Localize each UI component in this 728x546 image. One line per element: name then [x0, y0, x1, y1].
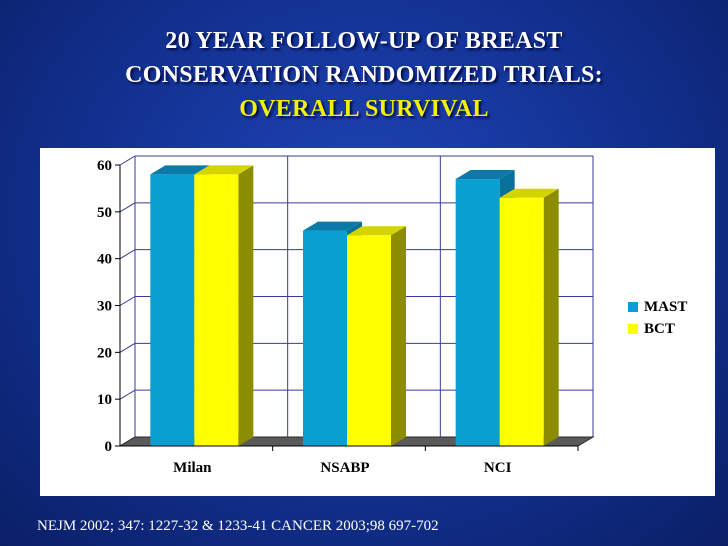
- legend-label-bct: BCT: [644, 320, 675, 337]
- gridline-side: [119, 202, 136, 213]
- legend-item-bct: BCT: [628, 318, 712, 340]
- chart-legend: MAST BCT: [628, 296, 712, 340]
- slide-title: 20 YEAR FOLLOW-UP OF BREAST CONSERVATION…: [40, 24, 688, 126]
- gridline-side: [119, 342, 136, 353]
- citation: NEJM 2002; 347: 1227-32 & 1233-41 CANCER…: [37, 518, 439, 534]
- gridline-side: [119, 296, 136, 306]
- legend-label-mast: MAST: [644, 298, 688, 315]
- bar-side: [238, 165, 254, 446]
- bar-top: [347, 226, 406, 236]
- bar-top: [194, 165, 254, 175]
- y-tick-label: 0: [105, 439, 113, 455]
- gridline-side: [119, 249, 136, 260]
- bar-bct-nci: [499, 188, 559, 446]
- chart-panel: 0 10 20 30 40 50 60 Milan NSABP NCI MAST BCT: [40, 148, 715, 496]
- bar-face: [150, 174, 195, 446]
- bar-top: [303, 221, 362, 231]
- y-tick-label: 40: [97, 252, 112, 268]
- legend-swatch-bct: [628, 324, 638, 334]
- y-tick-label: 20: [97, 345, 112, 361]
- bar-bct-nsabp: [347, 226, 406, 446]
- title-line-3: OVERALL SURVIVAL: [239, 96, 489, 122]
- bar-face: [194, 174, 239, 446]
- gridline-side: [119, 389, 136, 400]
- x-category-label: NSABP: [320, 460, 369, 476]
- bar-face: [455, 179, 500, 447]
- y-tick-label: 30: [97, 299, 112, 315]
- gridline-side: [119, 155, 136, 166]
- bar-face: [347, 235, 391, 446]
- title-line-1: 20 YEAR FOLLOW-UP OF BREAST: [165, 28, 563, 54]
- y-tick-label: 60: [97, 158, 112, 174]
- y-tick-label: 10: [97, 392, 112, 408]
- y-tick-label: 50: [97, 205, 112, 221]
- x-category-label: NCI: [484, 460, 512, 476]
- legend-item-mast: MAST: [628, 296, 712, 318]
- bar-face: [303, 230, 347, 446]
- bar-top: [150, 165, 210, 175]
- bar-bct-milan: [194, 165, 254, 446]
- x-category-label: Milan: [173, 460, 212, 476]
- bar-chart: 0 10 20 30 40 50 60 Milan NSABP NCI: [97, 155, 595, 476]
- bar-top: [499, 188, 559, 198]
- title-line-2: CONSERVATION RANDOMIZED TRIALS:: [125, 62, 603, 88]
- bar-side: [391, 226, 406, 446]
- bar-side: [543, 188, 559, 446]
- legend-swatch-mast: [628, 302, 638, 312]
- bar-face: [499, 197, 544, 446]
- bar-top: [455, 170, 515, 180]
